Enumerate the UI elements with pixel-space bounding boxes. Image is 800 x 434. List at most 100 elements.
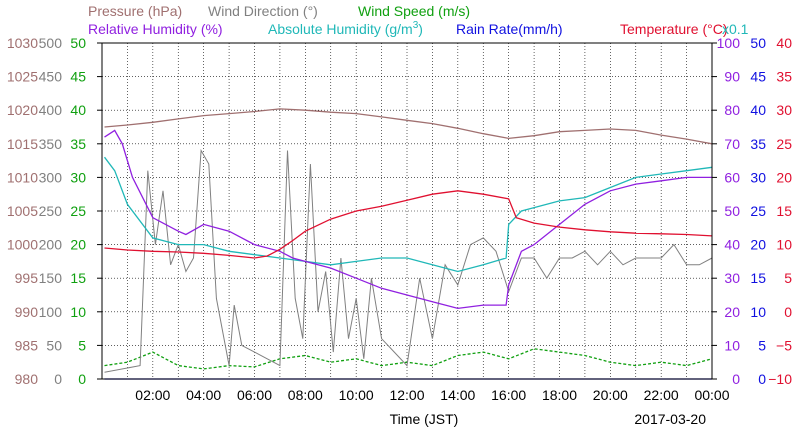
legend-ah-scale: x0.1 <box>722 21 749 37</box>
x-tick-label: 04:00 <box>186 387 221 403</box>
x-tick-label: 20:00 <box>593 387 628 403</box>
tick-rh: 60 <box>724 169 740 185</box>
tick-temp: 15 <box>776 203 792 219</box>
tick-wind-speed: 10 <box>70 304 86 320</box>
tick-wind-dir: 250 <box>39 203 63 219</box>
tick-rain: 35 <box>750 136 766 152</box>
tick-pressure: 1020 <box>7 102 38 118</box>
x-tick-label: 16:00 <box>491 387 526 403</box>
x-tick-label: 02:00 <box>135 387 170 403</box>
legend: Pressure (hPa) Wind Direction (°) Wind Spe… <box>88 3 749 37</box>
tick-rain: 50 <box>750 35 766 51</box>
tick-temp: −10 <box>768 371 792 387</box>
tick-pressure: 1010 <box>7 169 38 185</box>
tick-rh: 90 <box>724 69 740 85</box>
tick-temp: 10 <box>776 237 792 253</box>
tick-rain: 20 <box>750 237 766 253</box>
tick-pressure: 990 <box>15 304 39 320</box>
series-wind-dir <box>104 148 713 373</box>
right-axes: 1009080706050403020100504540353025201510… <box>717 35 793 387</box>
tick-rain: 5 <box>758 337 766 353</box>
tick-rh: 30 <box>724 270 740 286</box>
tick-temp: 25 <box>776 136 792 152</box>
tick-temp: 35 <box>776 69 792 85</box>
tick-wind-speed: 25 <box>70 203 86 219</box>
tick-wind-speed: 50 <box>70 35 86 51</box>
x-axis-label: Time (JST) <box>390 411 459 427</box>
x-tick-label: 14:00 <box>440 387 475 403</box>
tick-rain: 30 <box>750 169 766 185</box>
tick-wind-speed: 20 <box>70 237 86 253</box>
tick-pressure: 1000 <box>7 237 38 253</box>
tick-rain: 45 <box>750 69 766 85</box>
left-axes: 1030102510201015101010051000995990985980… <box>7 35 717 387</box>
tick-pressure: 1030 <box>7 35 38 51</box>
legend-wind_dir: Wind Direction (°) <box>208 3 318 19</box>
tick-wind-speed: 35 <box>70 136 86 152</box>
series-ah <box>103 156 713 273</box>
x-tick-label: 00:00 <box>694 387 729 403</box>
tick-wind-dir: 150 <box>39 270 63 286</box>
tick-temp: 40 <box>776 35 792 51</box>
tick-rh: 70 <box>724 136 740 152</box>
x-tick-label: 12:00 <box>389 387 424 403</box>
series-temp <box>104 190 713 259</box>
tick-wind-speed: 0 <box>78 371 86 387</box>
x-tick-label: 10:00 <box>339 387 374 403</box>
legend-rh: Relative Humidity (%) <box>88 21 223 37</box>
tick-pressure: 1005 <box>7 203 38 219</box>
x-tick-label: 18:00 <box>542 387 577 403</box>
tick-rain: 0 <box>758 371 766 387</box>
tick-pressure: 1025 <box>7 69 38 85</box>
legend-ah-text: Absolute Humidity (g/m <box>268 21 413 37</box>
legend-ah-sup: 3 <box>413 20 419 31</box>
series-rh <box>104 129 712 310</box>
tick-wind-dir: 0 <box>54 371 62 387</box>
tick-pressure: 995 <box>15 270 39 286</box>
tick-wind-speed: 40 <box>70 102 86 118</box>
tick-temp: 5 <box>784 270 792 286</box>
tick-wind-dir: 300 <box>39 169 63 185</box>
x-tick-label: 22:00 <box>644 387 679 403</box>
tick-pressure: 980 <box>15 371 39 387</box>
tick-rh: 10 <box>724 337 740 353</box>
tick-temp: 20 <box>776 169 792 185</box>
tick-wind-speed: 15 <box>70 270 86 286</box>
tick-rain: 15 <box>750 270 766 286</box>
date-label: 2017-03-20 <box>634 411 706 427</box>
tick-rh: 100 <box>717 35 741 51</box>
tick-rain: 10 <box>750 304 766 320</box>
x-tick-label: 06:00 <box>237 387 272 403</box>
legend-temp: Temperature (°C) <box>620 21 728 37</box>
legend-ah-end: ) <box>418 21 423 37</box>
legend-wind_speed: Wind Speed (m/s) <box>358 3 470 19</box>
tick-wind-speed: 5 <box>78 337 86 353</box>
tick-wind-dir: 400 <box>39 102 63 118</box>
tick-rain: 25 <box>750 203 766 219</box>
tick-temp: 30 <box>776 102 792 118</box>
series-pressure <box>104 108 713 145</box>
tick-wind-speed: 45 <box>70 69 86 85</box>
tick-wind-dir: 350 <box>39 136 63 152</box>
tick-wind-dir: 200 <box>39 237 63 253</box>
tick-wind-dir: 500 <box>39 35 63 51</box>
tick-temp: −5 <box>776 337 792 353</box>
grid <box>102 43 712 379</box>
tick-rain: 40 <box>750 102 766 118</box>
tick-rh: 0 <box>732 371 740 387</box>
x-axis: 02:00 04:00 06:00 08:00 10:00 12:00 14:00 16:00… <box>135 387 729 403</box>
legend-pressure: Pressure (hPa) <box>88 3 182 19</box>
tick-pressure: 1015 <box>7 136 38 152</box>
tick-wind-dir: 100 <box>39 304 63 320</box>
tick-pressure: 985 <box>15 337 39 353</box>
tick-rh: 20 <box>724 304 740 320</box>
tick-wind-speed: 30 <box>70 169 86 185</box>
legend-rain: Rain Rate(mm/h) <box>456 21 563 37</box>
tick-rh: 50 <box>724 203 740 219</box>
tick-temp: 0 <box>784 304 792 320</box>
legend-ah: Absolute Humidity (g/m3) <box>268 20 423 37</box>
tick-wind-dir: 450 <box>39 69 63 85</box>
tick-rh: 80 <box>724 102 740 118</box>
x-tick-label: 08:00 <box>288 387 323 403</box>
